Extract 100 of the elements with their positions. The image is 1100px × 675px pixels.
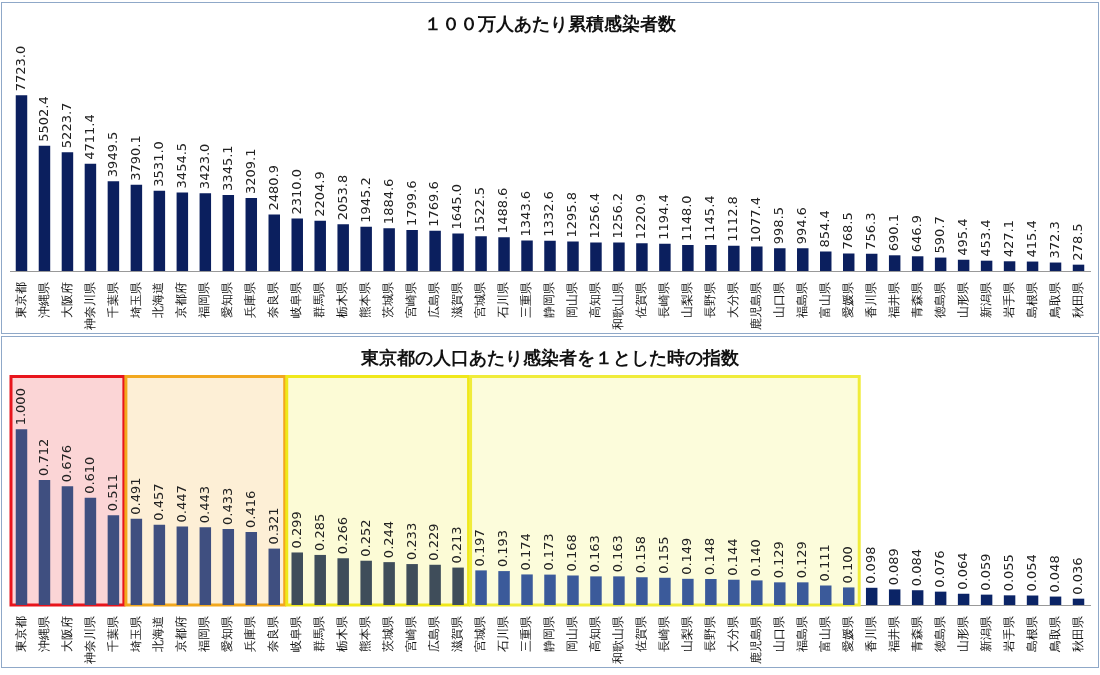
- x-tick-label: 埼玉県: [128, 282, 143, 319]
- x-tick-label: 鳥取県: [1047, 616, 1062, 653]
- bar: [1072, 598, 1085, 605]
- bar: [1049, 262, 1062, 271]
- bar: [980, 260, 993, 271]
- bar: [383, 228, 395, 271]
- bar: [452, 233, 464, 271]
- x-tick-label: 山形県: [955, 616, 970, 652]
- bar: [1026, 595, 1039, 605]
- data-label: 7723.0: [12, 45, 28, 92]
- bar: [314, 554, 326, 605]
- x-tick-label: 群馬県: [312, 616, 327, 652]
- x-tick-label: 岩手県: [1001, 616, 1016, 652]
- x-tick-label: 福島県: [794, 282, 809, 318]
- data-label: 0.285: [311, 513, 327, 551]
- bar: [498, 571, 510, 605]
- bar: [842, 253, 855, 271]
- data-label: 1145.4: [702, 195, 718, 241]
- data-label: 495.4: [954, 218, 970, 256]
- data-label: 0.149: [679, 537, 695, 575]
- data-label: 0.457: [150, 483, 166, 521]
- bar: [544, 574, 556, 605]
- bar: [705, 244, 717, 271]
- x-tick-label: 石川県: [496, 616, 511, 652]
- x-tick-label: 沖縄県: [36, 282, 51, 318]
- bar: [130, 184, 143, 271]
- bar: [61, 152, 74, 271]
- data-label: 994.6: [794, 207, 810, 245]
- chart-title: 東京都の人口あたり感染者を１とした時の指数: [360, 347, 740, 369]
- data-label: 0.299: [288, 511, 304, 549]
- bar: [360, 560, 372, 605]
- bar: [980, 594, 993, 605]
- x-tick-label: 石川県: [496, 282, 511, 318]
- bar: [429, 230, 441, 271]
- data-label: 0.163: [587, 535, 603, 573]
- bar: [590, 576, 602, 605]
- data-label: 0.447: [173, 485, 189, 523]
- data-label: 0.321: [265, 507, 281, 545]
- data-label: 1945.2: [357, 177, 373, 223]
- bar: [636, 243, 648, 271]
- x-tick-label: 岡山県: [565, 616, 580, 652]
- x-tick-label: 神奈川県: [82, 282, 97, 330]
- x-tick-label: 奈良県: [266, 282, 281, 318]
- bar: [245, 531, 258, 605]
- bar: [61, 486, 74, 605]
- bar: [751, 246, 763, 271]
- x-tick-label: 青森県: [909, 616, 924, 652]
- bar: [934, 257, 947, 271]
- bar: [957, 259, 970, 271]
- data-label: 0.266: [334, 517, 350, 555]
- data-label: 3454.5: [173, 142, 189, 189]
- x-tick-label: 東京都: [13, 282, 28, 318]
- x-tick-label: 群馬県: [312, 282, 327, 318]
- x-tick-label: 鹿児島県: [748, 282, 763, 330]
- bar: [268, 214, 280, 271]
- x-tick-label: 山形県: [955, 282, 970, 318]
- x-tick-label: 愛知県: [220, 616, 235, 652]
- data-label: 0.158: [633, 536, 649, 574]
- data-label: 0.197: [472, 529, 488, 567]
- bar: [865, 587, 878, 605]
- x-tick-label: 静岡県: [542, 282, 557, 318]
- bar: [199, 527, 212, 605]
- x-tick-label: 宮崎県: [404, 616, 419, 652]
- x-tick-label: 長崎県: [657, 616, 672, 652]
- data-label: 0.244: [380, 520, 396, 559]
- x-tick-label: 新潟県: [978, 616, 993, 652]
- data-label: 3790.1: [127, 135, 143, 181]
- bar: [521, 240, 533, 271]
- bar: [245, 198, 258, 271]
- bar: [222, 528, 235, 605]
- x-tick-label: 富山県: [817, 282, 832, 318]
- data-label: 0.100: [840, 546, 856, 584]
- data-label: 0.155: [656, 536, 672, 574]
- x-tick-label: 青森県: [909, 282, 924, 318]
- bar: [475, 570, 487, 605]
- data-label: 0.129: [794, 541, 810, 579]
- x-tick-label: 大阪府: [59, 282, 74, 318]
- bar: [521, 574, 533, 605]
- x-tick-label: 佐賀県: [634, 616, 649, 652]
- data-label: 0.163: [610, 535, 626, 573]
- bar: [728, 579, 740, 605]
- x-tick-label: 長野県: [702, 616, 717, 652]
- data-label: 646.9: [909, 215, 925, 253]
- bar: [38, 479, 51, 605]
- bar: [15, 95, 28, 271]
- x-tick-label: 大阪府: [59, 616, 74, 652]
- data-label: 0.140: [748, 539, 764, 577]
- x-tick-label: 福岡県: [197, 616, 212, 652]
- bar: [406, 230, 418, 271]
- bar: [911, 256, 924, 271]
- bar: [797, 582, 809, 605]
- data-label: 3531.0: [150, 141, 166, 187]
- data-label: 5223.7: [58, 102, 74, 149]
- data-label: 1645.0: [449, 184, 465, 230]
- data-label: 5502.4: [35, 96, 51, 142]
- data-label: 0.144: [725, 538, 741, 576]
- data-label: 1332.6: [541, 191, 557, 237]
- data-label: 0.048: [1046, 555, 1062, 593]
- bar: [751, 580, 763, 605]
- x-tick-label: 福岡県: [197, 282, 212, 318]
